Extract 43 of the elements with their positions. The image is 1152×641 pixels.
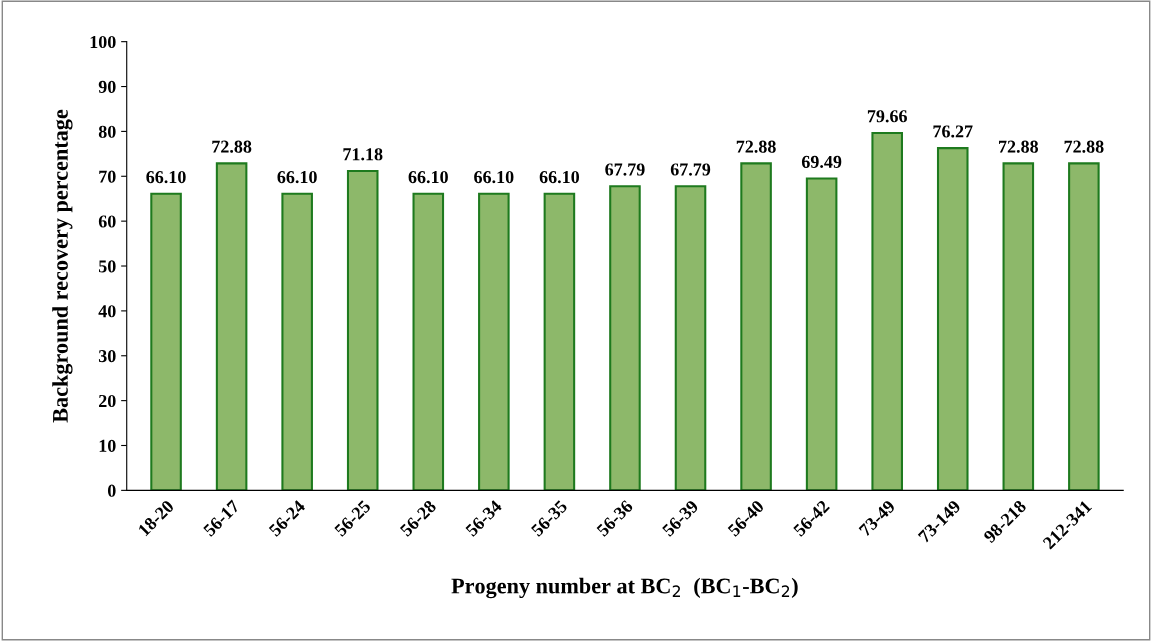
bar (740, 162, 772, 491)
y-tick-label: 90 (98, 80, 116, 93)
bar (215, 162, 248, 491)
bar (478, 192, 510, 491)
y-tick-label: 0 (107, 484, 116, 497)
y-tick-label: 60 (98, 215, 116, 228)
data-label: 72.88 (212, 140, 252, 153)
data-label: 76.27 (933, 125, 973, 138)
data-label: 66.10 (408, 170, 448, 184)
data-label: 66.10 (146, 170, 186, 184)
y-tick-label: 70 (99, 170, 116, 183)
data-label: 72.88 (999, 140, 1039, 153)
y-tick-label: 10 (99, 439, 116, 452)
bar (674, 185, 707, 491)
bar (543, 192, 576, 491)
data-label: 67.79 (670, 163, 711, 176)
y-tick-label: 30 (98, 350, 116, 363)
y-tick-label: 20 (99, 394, 116, 408)
bar (805, 177, 838, 491)
data-label: 71.18 (343, 148, 383, 161)
y-tick-label: 50 (98, 260, 116, 273)
bar (412, 192, 445, 491)
bar (150, 192, 182, 491)
y-tick-label: 40 (98, 305, 116, 318)
bar (346, 169, 379, 491)
bar (281, 192, 313, 491)
bar (1002, 162, 1035, 491)
data-label: 66.10 (474, 170, 514, 184)
y-tick-label: 80 (98, 125, 116, 138)
y-tick-label: 100 (90, 35, 116, 49)
data-label: 72.88 (736, 140, 776, 153)
data-label: 79.66 (867, 110, 907, 123)
bar (1068, 162, 1100, 491)
bar (871, 131, 903, 491)
bar (609, 185, 641, 491)
bar (936, 147, 969, 491)
data-label: 66.10 (277, 170, 317, 184)
data-label: 72.88 (1064, 140, 1104, 153)
data-label: 66.10 (539, 170, 580, 184)
y-axis-title: Background recovery percentage (52, 109, 73, 423)
data-label: 67.79 (605, 163, 645, 176)
data-label: 69.49 (801, 155, 842, 169)
x-axis-title: Progeny number at BC$_{2}$ (BC$_{1}$-BC$_{2}$) (451, 577, 798, 599)
